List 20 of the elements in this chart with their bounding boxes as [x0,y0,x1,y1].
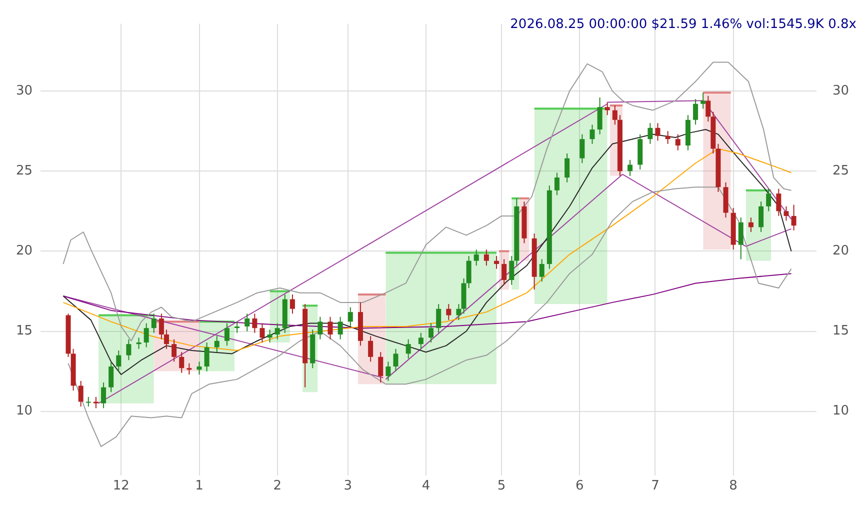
y-tick-label: 10 [16,404,33,419]
y2-tick-label: 15 [832,324,850,339]
x-tick-label: 12 [112,478,130,494]
chart-title: 2026.08.25 00:00:00 $21.59 1.46% vol:1545.9K 0.8x [510,16,857,32]
x-tick-label: 3 [344,478,352,494]
y-tick-label: 15 [16,324,33,339]
y2-tick-label: 30 [832,83,850,98]
x-tick-label: 1 [195,478,204,494]
x-tick-label: 7 [651,478,660,494]
y-tick-label: 20 [16,244,33,259]
y-tick-label: 30 [16,83,33,98]
y2-tick-label: 10 [832,404,850,419]
x-tick-label: 5 [497,478,506,494]
x-tick-label: 8 [729,478,738,494]
x-tick-label: 2 [273,478,282,494]
x-tick-label: 4 [422,478,430,494]
x-tick-label: 6 [576,478,584,494]
y2-tick-label: 25 [832,164,850,179]
y-tick-label: 25 [16,164,33,179]
y2-tick-label: 20 [832,244,850,259]
